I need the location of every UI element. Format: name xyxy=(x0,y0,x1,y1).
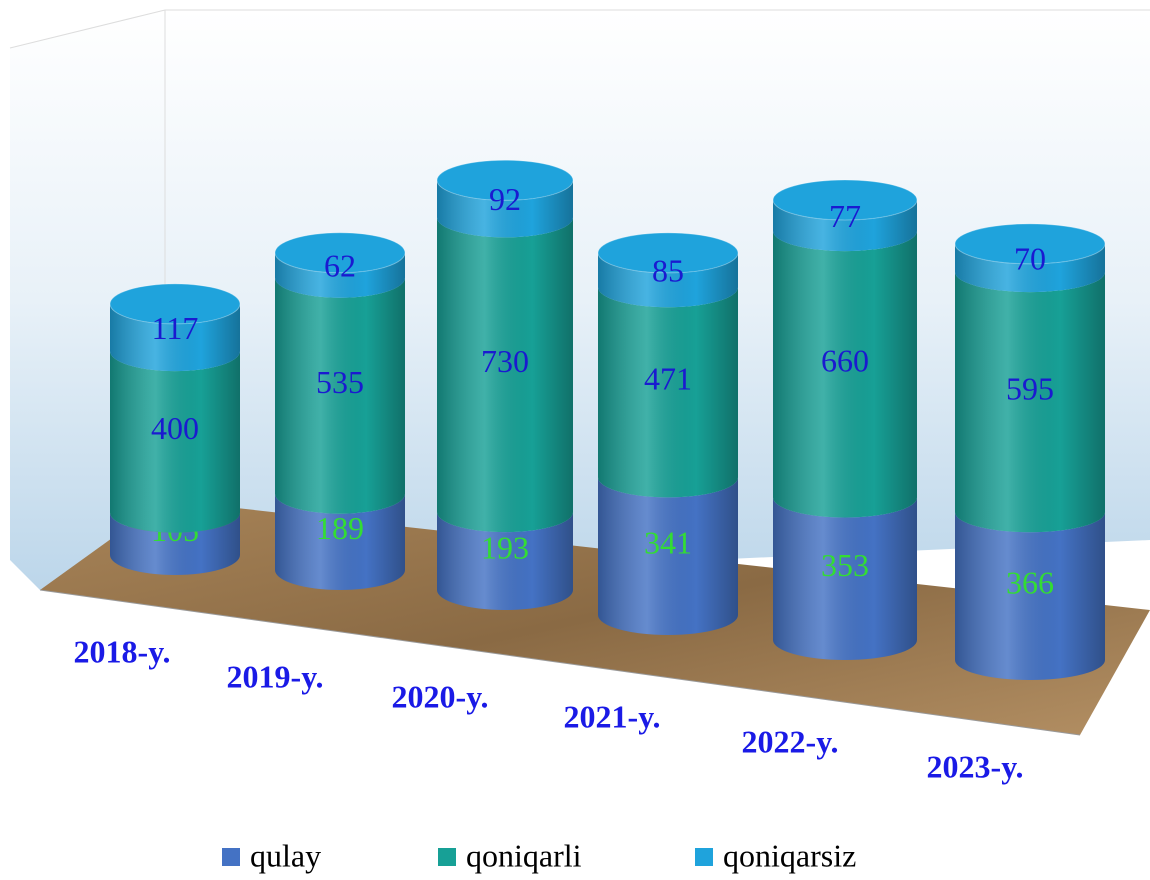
cylinder-shade xyxy=(955,512,1105,680)
value-label: 117 xyxy=(152,310,199,346)
x-tick-label: 2021-y. xyxy=(564,698,661,734)
value-label: 595 xyxy=(1006,371,1054,407)
legend-label: qoniqarli xyxy=(466,837,582,873)
cylinder-shade xyxy=(955,243,1105,293)
value-label: 400 xyxy=(151,410,199,446)
x-tick-label: 2019-y. xyxy=(227,658,324,694)
x-tick-label: 2023-y. xyxy=(927,748,1024,784)
cylinder-shade xyxy=(110,351,240,533)
x-tick-label: 2020-y. xyxy=(392,678,489,714)
value-label: 85 xyxy=(652,252,684,288)
cylinder-shade xyxy=(598,477,738,635)
value-label: 535 xyxy=(316,364,364,400)
cylinder-shade xyxy=(110,303,240,372)
value-label: 660 xyxy=(821,343,869,379)
value-label: 92 xyxy=(489,181,521,217)
x-tick-label: 2022-y. xyxy=(742,723,839,759)
cylinder-shade xyxy=(598,252,738,308)
value-label: 471 xyxy=(644,361,692,397)
cylinder-shade xyxy=(275,277,405,514)
legend-label: qulay xyxy=(250,837,321,873)
cylinder-shade xyxy=(598,287,738,498)
cylinder-shade xyxy=(437,217,573,533)
x-axis-line xyxy=(39,589,1081,736)
legend: qulay qoniqarli qoniqarsiz xyxy=(222,837,856,873)
cylinder-shade xyxy=(275,493,405,590)
value-label: 366 xyxy=(1006,564,1054,600)
value-label: 70 xyxy=(1014,240,1046,276)
legend-swatch xyxy=(695,848,713,866)
cylinder-top xyxy=(597,232,739,274)
cylinder-shade xyxy=(437,512,573,610)
legend-swatch xyxy=(222,848,240,866)
cylinder-top xyxy=(436,159,574,201)
x-tick-label: 2018-y. xyxy=(74,633,171,669)
legend-swatch xyxy=(438,848,456,866)
cylinder-top xyxy=(109,283,241,325)
value-label: 341 xyxy=(644,525,692,561)
legend-label: qoniqarsiz xyxy=(723,837,856,873)
value-label: 62 xyxy=(324,248,356,284)
cylinder-shade xyxy=(773,231,917,518)
cylinder-shade xyxy=(955,272,1105,533)
cylinder-shade xyxy=(110,512,240,575)
cylinder-shade xyxy=(437,180,573,238)
value-label: 77 xyxy=(829,198,861,234)
cylinder-top xyxy=(954,223,1106,265)
value-label: 189 xyxy=(316,510,364,546)
cylinder-top xyxy=(772,179,918,221)
value-label: 193 xyxy=(481,529,529,565)
value-label: 730 xyxy=(481,343,529,379)
cylinder-shade xyxy=(275,252,405,298)
cylinder-shade xyxy=(773,497,917,660)
value-label: 353 xyxy=(821,547,869,583)
cylinder-top xyxy=(274,232,406,274)
cylinders: 1054001171895356219373092341471853536607… xyxy=(109,159,1106,680)
cylinder-shade xyxy=(773,200,917,252)
